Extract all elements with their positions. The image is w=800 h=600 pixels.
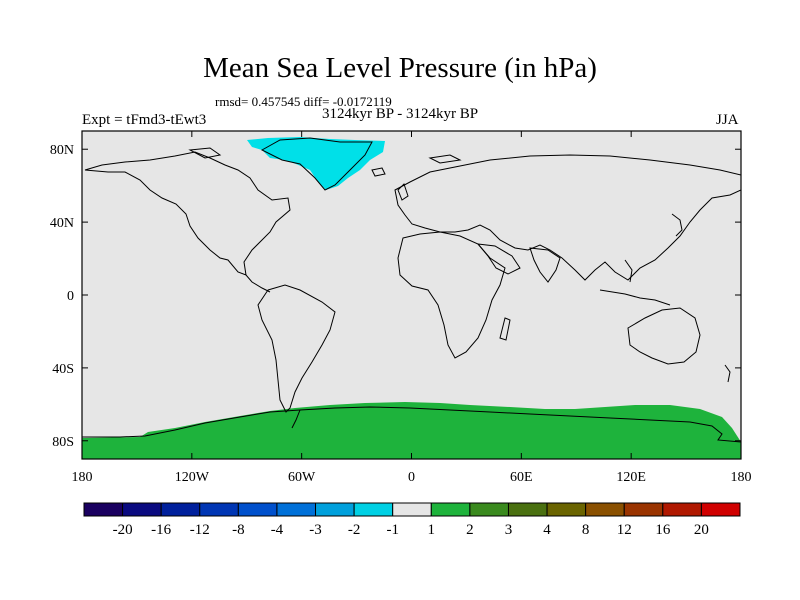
colorbar-swatch (122, 502, 162, 517)
experiment-label: Expt = tFmd3-tEwt3 (82, 112, 207, 128)
colorbar-swatch (83, 502, 124, 517)
colorbar-swatch (469, 502, 509, 517)
lon-label: 180 (72, 470, 93, 485)
colorbar-swatch (546, 502, 587, 517)
colorbar-label: 12 (617, 522, 632, 538)
colorbar-label: 8 (582, 522, 590, 538)
colorbar-swatch (585, 502, 625, 517)
colorbar-swatch (662, 502, 702, 517)
colorbar-label: 4 (543, 522, 551, 538)
lat-label: 40S (52, 362, 74, 377)
colorbar-label: 3 (505, 522, 513, 538)
coastlines (82, 137, 741, 443)
colorbar (83, 502, 741, 517)
colorbar-label: -16 (151, 522, 171, 538)
lon-label: 60W (288, 470, 316, 485)
colorbar-swatch (315, 502, 355, 517)
lon-label: 180 (731, 470, 752, 485)
colorbar-label: 16 (655, 522, 671, 538)
colorbar-label: -8 (232, 522, 245, 538)
lat-label: 80N (50, 143, 74, 158)
stats-line: rmsd= 0.457545 diff= -0.0172119 (215, 94, 392, 109)
colorbar-swatch (430, 502, 471, 517)
colorbar-label: -1 (386, 522, 399, 538)
lat-label: 80S (52, 435, 74, 450)
colorbar-swatch (160, 502, 201, 517)
colorbar-label: -12 (190, 522, 210, 538)
lon-label: 0 (408, 470, 415, 485)
longitude-axis: 180 120W 60W 0 60E 120E 180 (72, 131, 752, 485)
latitude-axis: 80N 40N 0 40S 80S (50, 143, 741, 450)
lon-label: 120W (175, 470, 210, 485)
colorbar-swatch (276, 502, 317, 517)
colorbar-swatch (392, 502, 432, 517)
lon-label: 60E (510, 470, 533, 485)
lon-label: 120E (616, 470, 646, 485)
colorbar-labels: -20 -16 -12 -8 -4 -3 -2 -1 1 2 3 4 8 12 16 20 (113, 522, 709, 538)
colorbar-label: -4 (271, 522, 284, 538)
colorbar-swatch (237, 502, 278, 517)
lat-label: 0 (67, 289, 74, 304)
map-title: Mean Sea Level Pressure (in hPa) (203, 52, 597, 84)
colorbar-label: 2 (466, 522, 474, 538)
colorbar-swatch (199, 502, 239, 517)
colorbar-label: -3 (309, 522, 322, 538)
greenland-anomaly (247, 137, 385, 190)
colorbar-label: 1 (428, 522, 436, 538)
colorbar-swatch (507, 502, 548, 517)
colorbar-swatch (700, 502, 741, 517)
period-label: 3124kyr BP - 3124kyr BP (322, 106, 479, 122)
lat-label: 40N (50, 216, 74, 231)
colorbar-label: -2 (348, 522, 361, 538)
colorbar-label: -20 (113, 522, 133, 538)
colorbar-swatch (353, 502, 394, 517)
season-label: JJA (716, 112, 739, 128)
colorbar-label: 20 (694, 522, 709, 538)
colorbar-swatch (623, 502, 664, 517)
